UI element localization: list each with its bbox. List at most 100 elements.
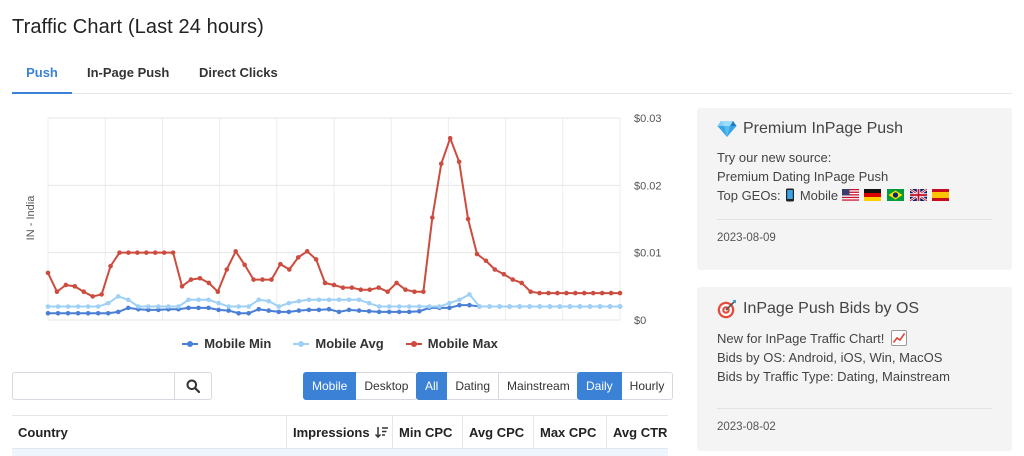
data-point[interactable] bbox=[416, 304, 422, 309]
data-point[interactable] bbox=[577, 304, 583, 309]
data-point[interactable] bbox=[447, 135, 453, 141]
data-point[interactable] bbox=[108, 263, 113, 269]
data-point[interactable] bbox=[427, 304, 432, 309]
data-point[interactable] bbox=[467, 292, 472, 297]
data-point[interactable] bbox=[95, 304, 101, 309]
data-point[interactable] bbox=[447, 305, 452, 311]
data-point[interactable] bbox=[75, 310, 81, 316]
data-point[interactable] bbox=[186, 297, 191, 303]
data-point[interactable] bbox=[206, 297, 211, 303]
data-point[interactable] bbox=[437, 304, 442, 309]
tab-direct-clicks[interactable]: Direct Clicks bbox=[199, 65, 278, 80]
column-min-cpc[interactable]: Min CPC bbox=[393, 416, 463, 449]
data-point[interactable] bbox=[346, 297, 352, 303]
legend-mobile-avg[interactable]: Mobile Avg bbox=[293, 336, 384, 351]
data-point[interactable] bbox=[517, 304, 522, 309]
data-point[interactable] bbox=[474, 251, 480, 257]
data-point[interactable] bbox=[406, 304, 412, 309]
data-point[interactable] bbox=[81, 289, 87, 295]
column-country[interactable]: Country bbox=[12, 416, 287, 449]
data-point[interactable] bbox=[125, 297, 131, 303]
data-point[interactable] bbox=[396, 309, 402, 315]
data-point[interactable] bbox=[295, 255, 301, 260]
data-point[interactable] bbox=[286, 300, 292, 306]
legend-mobile-max[interactable]: Mobile Max bbox=[405, 336, 498, 351]
data-point[interactable] bbox=[135, 250, 140, 255]
data-point[interactable] bbox=[186, 305, 191, 311]
data-point[interactable] bbox=[269, 277, 274, 282]
data-point[interactable] bbox=[376, 304, 382, 309]
data-point[interactable] bbox=[226, 304, 231, 309]
data-point[interactable] bbox=[266, 298, 272, 304]
data-point[interactable] bbox=[216, 300, 221, 306]
data-point[interactable] bbox=[278, 261, 283, 267]
data-point[interactable] bbox=[65, 310, 71, 316]
data-point[interactable] bbox=[537, 304, 543, 309]
data-point[interactable] bbox=[166, 304, 171, 309]
data-point[interactable] bbox=[608, 290, 614, 296]
data-point[interactable] bbox=[599, 290, 605, 296]
data-point[interactable] bbox=[366, 308, 372, 314]
data-point[interactable] bbox=[65, 304, 71, 309]
data-point[interactable] bbox=[567, 304, 573, 309]
data-point[interactable] bbox=[366, 300, 372, 306]
data-point[interactable] bbox=[85, 310, 91, 316]
data-point[interactable] bbox=[617, 290, 623, 296]
data-point[interactable] bbox=[326, 297, 332, 303]
data-point[interactable] bbox=[573, 290, 578, 296]
data-point[interactable] bbox=[260, 277, 265, 282]
data-point[interactable] bbox=[386, 304, 392, 309]
data-point[interactable] bbox=[527, 304, 532, 309]
data-point[interactable] bbox=[467, 302, 472, 308]
data-point[interactable] bbox=[196, 297, 201, 303]
legend-mobile-min[interactable]: Mobile Min bbox=[182, 336, 271, 351]
data-point[interactable] bbox=[105, 300, 111, 306]
data-point[interactable] bbox=[396, 304, 402, 309]
data-point[interactable] bbox=[72, 284, 78, 289]
data-point[interactable] bbox=[156, 304, 161, 309]
data-point[interactable] bbox=[146, 304, 151, 309]
data-point[interactable] bbox=[156, 307, 161, 313]
data-point[interactable] bbox=[75, 304, 81, 309]
data-point[interactable] bbox=[144, 250, 149, 255]
data-point[interactable] bbox=[507, 304, 512, 309]
data-point[interactable] bbox=[597, 304, 603, 309]
data-point[interactable] bbox=[457, 297, 462, 303]
column-max-cpc[interactable]: Max CPC bbox=[534, 416, 607, 449]
data-point[interactable] bbox=[55, 304, 61, 309]
data-point[interactable] bbox=[90, 294, 95, 299]
data-point[interactable] bbox=[251, 277, 256, 282]
filter-all-button[interactable]: All bbox=[416, 372, 448, 400]
data-point[interactable] bbox=[216, 307, 221, 313]
data-point[interactable] bbox=[376, 309, 382, 315]
data-point[interactable] bbox=[421, 289, 426, 295]
data-point[interactable] bbox=[336, 309, 342, 315]
filter-dating-button[interactable]: Dating bbox=[447, 372, 500, 400]
data-point[interactable] bbox=[266, 308, 272, 313]
data-point[interactable] bbox=[296, 308, 302, 313]
data-point[interactable] bbox=[465, 216, 471, 222]
data-point[interactable] bbox=[403, 287, 408, 292]
filter-mobile-button[interactable]: Mobile bbox=[303, 372, 357, 400]
data-point[interactable] bbox=[99, 292, 104, 297]
data-point[interactable] bbox=[546, 290, 551, 296]
data-point[interactable] bbox=[233, 249, 238, 254]
data-point[interactable] bbox=[246, 304, 252, 309]
data-point[interactable] bbox=[196, 305, 201, 311]
data-point[interactable] bbox=[607, 304, 613, 309]
data-point[interactable] bbox=[215, 289, 221, 295]
data-point[interactable] bbox=[316, 297, 322, 303]
data-point[interactable] bbox=[236, 310, 241, 316]
data-point[interactable] bbox=[386, 309, 392, 315]
data-point[interactable] bbox=[510, 277, 516, 282]
data-point[interactable] bbox=[367, 287, 373, 292]
data-point[interactable] bbox=[537, 290, 542, 296]
data-point[interactable] bbox=[306, 307, 312, 313]
data-point[interactable] bbox=[161, 250, 167, 255]
data-point[interactable] bbox=[326, 306, 332, 312]
data-point[interactable] bbox=[483, 258, 489, 264]
data-point[interactable] bbox=[376, 285, 381, 290]
data-point[interactable] bbox=[316, 307, 322, 313]
data-point[interactable] bbox=[296, 298, 302, 304]
data-point[interactable] bbox=[206, 280, 212, 286]
